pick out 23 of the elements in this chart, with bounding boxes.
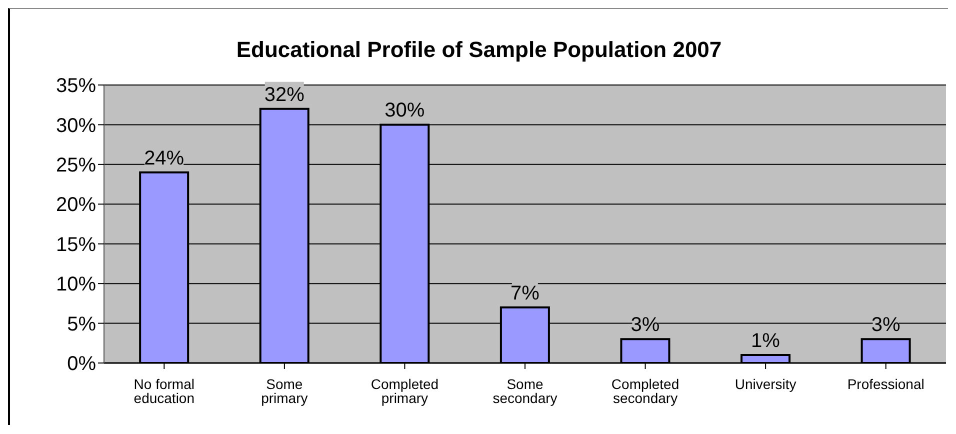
y-tick-label: 0% <box>67 353 96 376</box>
data-label: 32% <box>264 84 305 106</box>
data-label: 7% <box>510 282 540 304</box>
y-tick-label: 35% <box>56 75 96 98</box>
chart-title: Educational Profile of Sample Population 2007 <box>235 36 723 64</box>
data-label: 24% <box>144 147 184 170</box>
x-tick-label: Completed primary <box>370 376 439 406</box>
y-tick-label: 20% <box>56 194 96 216</box>
data-label: 3% <box>871 314 900 336</box>
x-tick-label: Professional <box>847 376 924 392</box>
y-tick-label: 30% <box>56 114 96 137</box>
x-tick-label: Completed secondary <box>611 376 680 406</box>
x-tick-label: Some secondary <box>492 376 558 406</box>
data-label: 1% <box>751 330 780 352</box>
data-label: 3% <box>630 314 660 336</box>
data-label: 30% <box>384 100 425 122</box>
y-tick-label: 10% <box>56 274 96 296</box>
y-tick-label: 15% <box>56 234 96 256</box>
x-tick-label: No formal education <box>134 376 194 406</box>
x-tick-label: Some primary <box>261 376 308 406</box>
y-tick-label: 25% <box>56 154 96 177</box>
x-tick-label: University <box>734 376 796 392</box>
y-tick-label: 5% <box>67 313 96 336</box>
